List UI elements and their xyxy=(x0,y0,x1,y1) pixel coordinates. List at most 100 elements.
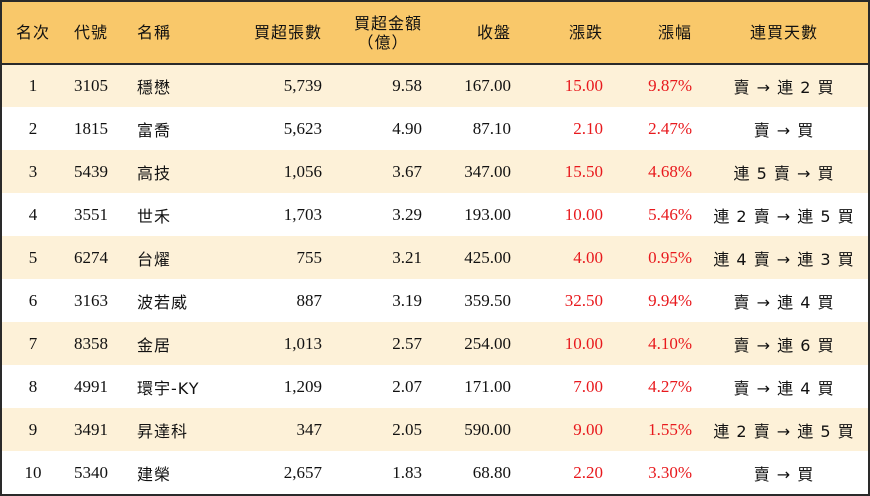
header-close: 收盤 xyxy=(430,2,519,65)
cell-code: 8358 xyxy=(74,333,108,353)
cell-streak: 賣 → 買 xyxy=(753,464,815,484)
cell-rank: 5 xyxy=(28,247,38,267)
cell-net-shares: 1,209 xyxy=(283,376,322,396)
table-row: 3 5439 高技 1,056 3.67 347.00 15.50 4.68% 連 5 賣 → … xyxy=(2,150,868,193)
cell-change: 7.00 xyxy=(573,376,603,396)
cell-close: 87.10 xyxy=(472,118,511,138)
cell-streak: 賣 → 連 2 買 xyxy=(733,78,835,97)
cell-net-amount: 4.90 xyxy=(392,118,422,138)
cell-code: 6274 xyxy=(74,247,108,267)
cell-change-pct: 0.95% xyxy=(648,247,692,267)
cell-code: 5340 xyxy=(74,462,108,482)
cell-code: 5439 xyxy=(74,161,108,181)
cell-change: 32.50 xyxy=(564,290,603,310)
cell-change: 2.20 xyxy=(573,462,603,482)
table-row: 1 3105 穩懋 5,739 9.58 167.00 15.00 9.87% 賣 → 連 2 … xyxy=(2,64,868,107)
cell-rank: 3 xyxy=(28,161,38,181)
table-row: 2 1815 富喬 5,623 4.90 87.10 2.10 2.47% 賣 → 買 xyxy=(2,107,868,150)
cell-change-pct: 4.27% xyxy=(648,376,692,396)
cell-rank: 8 xyxy=(28,376,38,396)
header-net-amount-line2: （億） xyxy=(357,32,409,52)
table-row: 9 3491 昇達科 347 2.05 590.00 9.00 1.55% 連 2 賣 → 連 … xyxy=(2,408,868,451)
cell-net-shares: 5,739 xyxy=(283,76,322,95)
cell-net-shares: 887 xyxy=(296,290,323,310)
cell-close: 590.00 xyxy=(464,419,511,439)
table-row: 6 3163 波若威 887 3.19 359.50 32.50 9.94% 賣 → 連 4 買 xyxy=(2,279,868,322)
cell-code: 3105 xyxy=(74,76,108,95)
cell-net-shares: 2,657 xyxy=(283,462,322,482)
cell-code: 3491 xyxy=(74,419,108,439)
cell-streak: 連 2 賣 → 連 5 買 xyxy=(713,421,855,441)
cell-change-pct: 9.94% xyxy=(648,290,692,310)
cell-name: 建榮 xyxy=(137,464,172,484)
cell-rank: 6 xyxy=(28,290,38,310)
cell-streak: 賣 → 連 4 買 xyxy=(733,292,835,312)
table-row: 7 8358 金居 1,013 2.57 254.00 10.00 4.10% 賣 → 連 6 … xyxy=(2,322,868,365)
cell-name: 波若威 xyxy=(137,292,189,312)
cell-net-shares: 1,703 xyxy=(283,204,322,224)
header-net-amount: 買超金額 （億） xyxy=(330,2,430,65)
cell-rank: 10 xyxy=(24,462,42,482)
cell-name: 環宇-KY xyxy=(137,378,200,398)
header-name: 名稱 xyxy=(131,2,229,65)
cell-change: 15.50 xyxy=(564,161,603,181)
cell-name: 台燿 xyxy=(137,249,172,269)
cell-net-shares: 1,013 xyxy=(283,333,322,353)
cell-close: 171.00 xyxy=(464,376,511,396)
cell-net-amount: 3.29 xyxy=(392,204,422,224)
cell-close: 425.00 xyxy=(464,247,511,267)
cell-code: 1815 xyxy=(74,118,108,138)
header-change-pct: 漲幅 xyxy=(611,2,700,65)
cell-change-pct: 9.87% xyxy=(648,76,692,95)
cell-close: 254.00 xyxy=(464,333,511,353)
cell-streak: 連 5 賣 → 買 xyxy=(733,163,835,183)
cell-change-pct: 2.47% xyxy=(648,118,692,138)
cell-name: 金居 xyxy=(137,335,172,355)
cell-change: 4.00 xyxy=(573,247,603,267)
cell-net-shares: 755 xyxy=(296,247,323,267)
cell-rank: 1 xyxy=(28,76,38,95)
table-row: 8 4991 環宇-KY 1,209 2.07 171.00 7.00 4.27% 賣 → 連 … xyxy=(2,365,868,408)
cell-streak: 連 4 賣 → 連 3 買 xyxy=(713,249,855,269)
cell-change: 9.00 xyxy=(573,419,603,439)
cell-code: 3163 xyxy=(74,290,108,310)
header-net-amount-line1: 買超金額 xyxy=(353,13,422,33)
cell-net-amount: 9.58 xyxy=(392,76,422,95)
cell-streak: 賣 → 連 4 買 xyxy=(733,378,835,398)
header-change: 漲跌 xyxy=(519,2,611,65)
cell-name: 昇達科 xyxy=(137,421,189,441)
cell-code: 4991 xyxy=(74,376,108,396)
cell-change-pct: 5.46% xyxy=(648,204,692,224)
cell-code: 3551 xyxy=(74,204,108,224)
cell-change-pct: 4.10% xyxy=(648,333,692,353)
header-net-shares: 買超張數 xyxy=(229,2,330,65)
header-code: 代號 xyxy=(64,2,131,65)
cell-name: 穩懋 xyxy=(137,78,172,97)
header-streak: 連買天數 xyxy=(700,2,868,65)
cell-net-amount: 3.67 xyxy=(392,161,422,181)
cell-streak: 賣 → 連 6 買 xyxy=(733,335,835,355)
cell-net-amount: 2.05 xyxy=(392,419,422,439)
cell-net-amount: 2.57 xyxy=(392,333,422,353)
cell-net-amount: 1.83 xyxy=(392,462,422,482)
table-row: 4 3551 世禾 1,703 3.29 193.00 10.00 5.46% 連 2 賣 → … xyxy=(2,193,868,236)
cell-rank: 2 xyxy=(28,118,38,138)
cell-net-shares: 1,056 xyxy=(283,161,322,181)
cell-change-pct: 4.68% xyxy=(648,161,692,181)
cell-net-amount: 3.21 xyxy=(392,247,422,267)
cell-net-amount: 2.07 xyxy=(392,376,422,396)
cell-close: 68.80 xyxy=(472,462,511,482)
cell-streak: 連 2 賣 → 連 5 買 xyxy=(713,206,855,226)
cell-name: 富喬 xyxy=(137,120,172,140)
cell-rank: 9 xyxy=(28,419,38,439)
cell-name: 世禾 xyxy=(137,206,172,226)
cell-change-pct: 1.55% xyxy=(648,419,692,439)
table-header-row: 名次 代號 名稱 買超張數 買超金額 （億） 收盤 漲跌 漲幅 連買天數 xyxy=(2,2,868,65)
cell-change: 2.10 xyxy=(573,118,603,138)
cell-change-pct: 3.30% xyxy=(648,462,692,482)
cell-close: 167.00 xyxy=(464,76,511,95)
cell-close: 193.00 xyxy=(464,204,511,224)
cell-net-shares: 5,623 xyxy=(283,118,322,138)
